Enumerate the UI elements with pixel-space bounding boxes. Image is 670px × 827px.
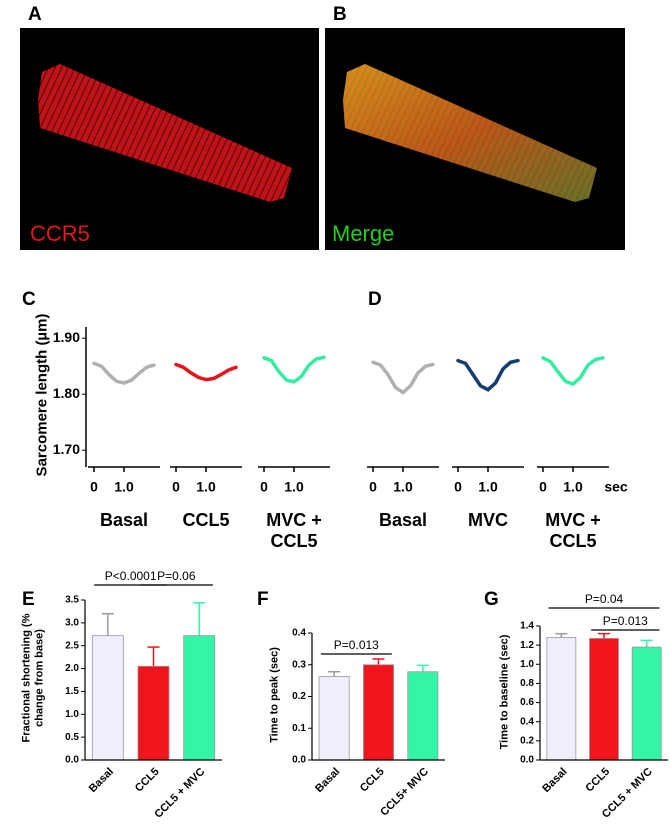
trace-line <box>92 361 156 385</box>
y-tick-label: 1.2 <box>520 640 534 651</box>
x-tick-label: 1.0 <box>284 479 304 495</box>
p-value: P<0.0001 <box>105 569 157 583</box>
panel-label: E <box>22 589 35 610</box>
bar <box>137 665 170 761</box>
bar <box>407 671 439 761</box>
y-tick-label: 0.3 <box>292 659 306 670</box>
cell-image <box>38 64 292 202</box>
y-tick-label: 0.8 <box>520 678 534 689</box>
p-value: P=0.013 <box>603 614 648 628</box>
trace-line <box>371 360 435 395</box>
p-value: P=0.06 <box>157 569 196 583</box>
x-tick-label: CCL5+ MVC <box>378 766 431 819</box>
panel-label: B <box>333 4 347 25</box>
y-tick-label: 3.5 <box>65 595 79 606</box>
series-label: Basal <box>378 510 428 530</box>
x-tick-label: 1.0 <box>393 479 413 495</box>
y-tick-label: 0.2 <box>292 691 306 702</box>
panel-label: G <box>484 589 499 610</box>
x-tick-label: 1.0 <box>196 479 216 495</box>
x-axis-title: sec <box>604 479 628 495</box>
panel-label: A <box>28 4 42 25</box>
panel-label: D <box>368 289 382 310</box>
y-tick-label: 2.0 <box>65 663 79 674</box>
y-tick-label: 0.1 <box>292 723 306 734</box>
bar <box>183 635 216 761</box>
series-label: MVC + CCL5 <box>266 510 322 551</box>
y-tick-label: 3.0 <box>65 617 79 628</box>
x-tick-label: 0 <box>454 479 462 495</box>
x-tick-label: CCL5 <box>583 766 612 795</box>
x-tick-label: Basal <box>313 766 342 795</box>
x-tick-label: 1.0 <box>478 479 498 495</box>
y-tick-label: 1.0 <box>65 709 79 720</box>
y-axis-title: Time to baseline (sec) <box>498 634 511 750</box>
trace-line <box>174 362 238 382</box>
y-tick-label: 0.6 <box>520 697 534 708</box>
x-tick-label: Basal <box>87 766 116 795</box>
trace-line <box>456 358 520 392</box>
series-label: CCL5 <box>182 510 230 530</box>
y-tick-label: 1.4 <box>520 621 534 632</box>
x-tick-label: CCL5 <box>358 766 387 795</box>
bar <box>546 637 577 761</box>
trace-line <box>541 356 605 387</box>
x-tick-label: 0 <box>172 479 180 495</box>
y-tick-label: 0.0 <box>520 755 534 766</box>
series-label: Basal <box>99 510 149 530</box>
y-tick-label: 0.4 <box>520 716 534 727</box>
y-axis-title: Fractional shortening (% change from bas… <box>20 613 45 743</box>
x-tick-label: CCL5 <box>133 766 162 795</box>
cell-image <box>343 64 597 202</box>
y-tick-label: 1.80 <box>53 385 80 401</box>
y-tick-label: 2.5 <box>65 640 79 651</box>
image-label: CCR5 <box>30 221 90 246</box>
y-tick-label: 1.0 <box>520 659 534 670</box>
x-tick-label: Basal <box>540 766 569 795</box>
p-value: P=0.013 <box>334 638 379 652</box>
bar <box>631 646 662 761</box>
y-tick-label: 1.90 <box>53 329 80 345</box>
trace-line <box>262 355 326 384</box>
bar <box>318 676 350 761</box>
y-tick-label: 0.0 <box>65 755 79 766</box>
panel-label: C <box>22 289 36 310</box>
x-tick-label: 0 <box>539 479 547 495</box>
y-tick-label: 0.4 <box>292 628 306 639</box>
series-label: MVC + CCL5 <box>545 510 601 551</box>
x-tick-label: 1.0 <box>563 479 583 495</box>
y-tick-label: 0.0 <box>292 755 306 766</box>
y-tick-label: 1.5 <box>65 686 79 697</box>
x-tick-label: 0 <box>369 479 377 495</box>
y-tick-label: 0.2 <box>520 735 534 746</box>
image-label: Merge <box>332 221 394 246</box>
panel-label: F <box>257 589 269 610</box>
bar <box>589 638 619 761</box>
x-tick-label: 1.0 <box>114 479 134 495</box>
p-value: P=0.04 <box>585 592 624 606</box>
bar <box>363 664 394 761</box>
y-tick-label: 0.5 <box>65 732 79 743</box>
bar <box>91 635 124 761</box>
x-tick-label: 0 <box>90 479 98 495</box>
series-label: MVC <box>468 510 508 530</box>
y-axis-title: Time to peak (sec) <box>268 647 281 743</box>
y-tick-label: 1.70 <box>53 441 80 457</box>
y-axis-title: Sarcomere length (µm) <box>33 313 51 477</box>
x-tick-label: 0 <box>260 479 268 495</box>
